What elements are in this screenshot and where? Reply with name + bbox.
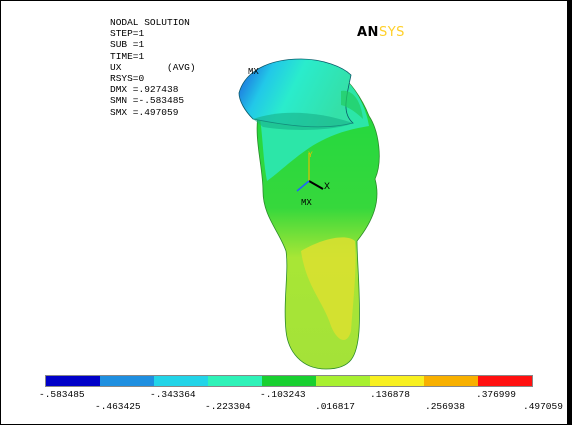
axis-x-label: X	[324, 182, 331, 193]
axis-y-label: Y	[308, 151, 313, 160]
legend-tick-1: -.583485	[39, 389, 85, 400]
legend-tick-3: -.343364	[150, 389, 196, 400]
legend-tick-9: .376999	[476, 389, 516, 400]
legend-swatch-1	[46, 376, 100, 386]
model-yellow-zone	[301, 237, 356, 341]
legend-tick-4: -.223304	[205, 401, 251, 412]
legend-swatch-2	[100, 376, 154, 386]
max-marker-top: MX	[248, 67, 259, 77]
coordinate-triad	[296, 153, 324, 192]
contour-legend-bar	[45, 375, 533, 387]
legend-swatch-5	[262, 376, 316, 386]
legend-swatch-3	[154, 376, 208, 386]
info-line-result: UX (AVG)	[110, 61, 196, 73]
info-line-step: STEP=1	[110, 28, 145, 40]
legend-swatch-4	[208, 376, 262, 386]
info-line-dmx: DMX =.927438	[110, 84, 179, 96]
legend-tick-8: .256938	[425, 401, 465, 412]
legend-tick-5: -.103243	[260, 389, 306, 400]
logo-sys: SYS	[378, 25, 405, 40]
model-right-bulge	[341, 90, 363, 119]
solution-info: NODAL SOLUTION STEP=1 SUB =1 TIME=1 UX (…	[110, 17, 196, 118]
info-line-time: TIME=1	[110, 50, 145, 62]
model-opening-inner	[253, 112, 353, 130]
info-line-rsys: RSYS=0	[110, 73, 145, 85]
logo-an: AN	[357, 25, 379, 40]
legend-swatch-7	[370, 376, 424, 386]
solution-title: NODAL SOLUTION	[110, 17, 190, 28]
info-line-smx: SMX =.497059	[110, 106, 179, 118]
legend-tick-10: .497059	[523, 401, 563, 412]
legend-tick-6: .016817	[315, 401, 355, 412]
max-marker-mid: MX	[301, 198, 312, 208]
legend-swatch-9	[478, 376, 532, 386]
info-line-sub: SUB =1	[110, 39, 145, 51]
legend-tick-2: -.463425	[95, 401, 141, 412]
legend-tick-7: .136878	[370, 389, 410, 400]
legend-swatch-8	[424, 376, 478, 386]
legend-swatch-6	[316, 376, 370, 386]
ansys-logo: ANSYS	[357, 25, 405, 40]
info-line-smn: SMN =-.583485	[110, 95, 185, 107]
